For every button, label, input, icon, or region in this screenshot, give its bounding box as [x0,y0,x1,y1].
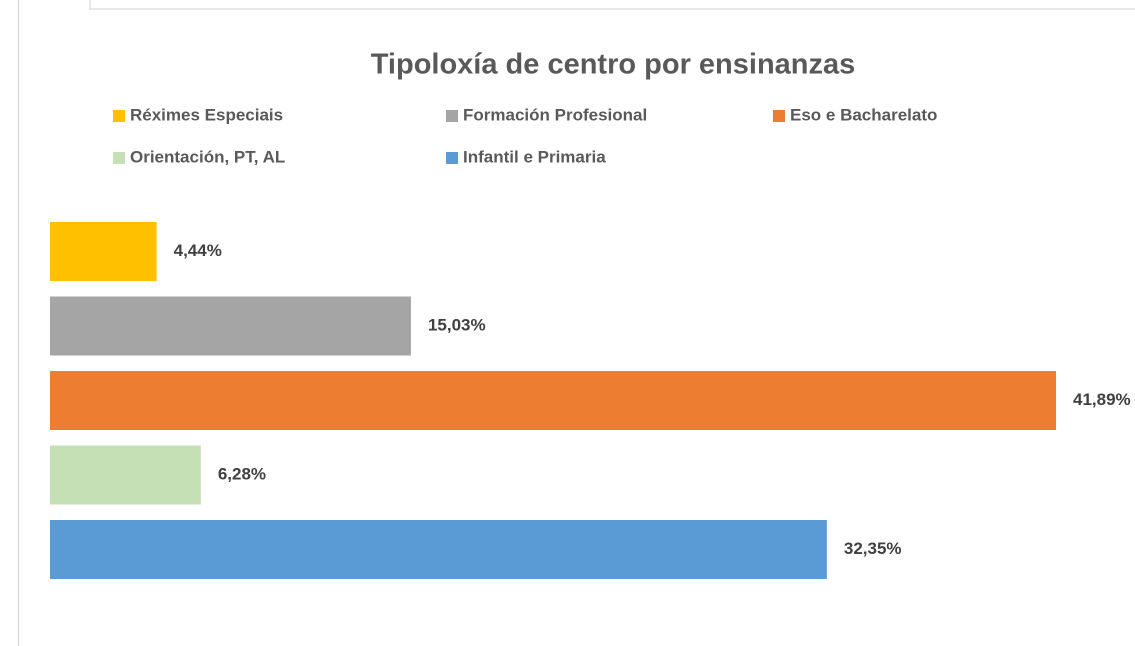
bar [50,222,157,281]
value-label: 6,28% [218,464,266,483]
bar [50,371,1056,430]
bar [50,296,411,356]
value-label: 32,35% [844,539,902,558]
bar [50,445,201,505]
legend-label: Réximes Especiais [130,105,283,124]
legend-swatch [113,110,125,122]
legend-swatch [773,110,785,122]
legend-swatch [446,110,458,122]
legend-label: Orientación, PT, AL [130,147,285,166]
legend-swatch [113,152,125,164]
legend-label: Formación Profesional [463,105,647,124]
value-label: 4,44% [174,241,222,260]
chart-title: Tipoloxía de centro por ensinanzas [371,49,856,81]
legend-swatch [446,152,458,164]
value-label: 15,03% [428,315,486,334]
legend-label: Infantil e Primaria [463,147,606,166]
bar [50,520,827,579]
top-frame [89,0,1135,10]
value-label: 41,89% [1073,390,1131,409]
legend-label: Eso e Bacharelato [790,105,937,124]
